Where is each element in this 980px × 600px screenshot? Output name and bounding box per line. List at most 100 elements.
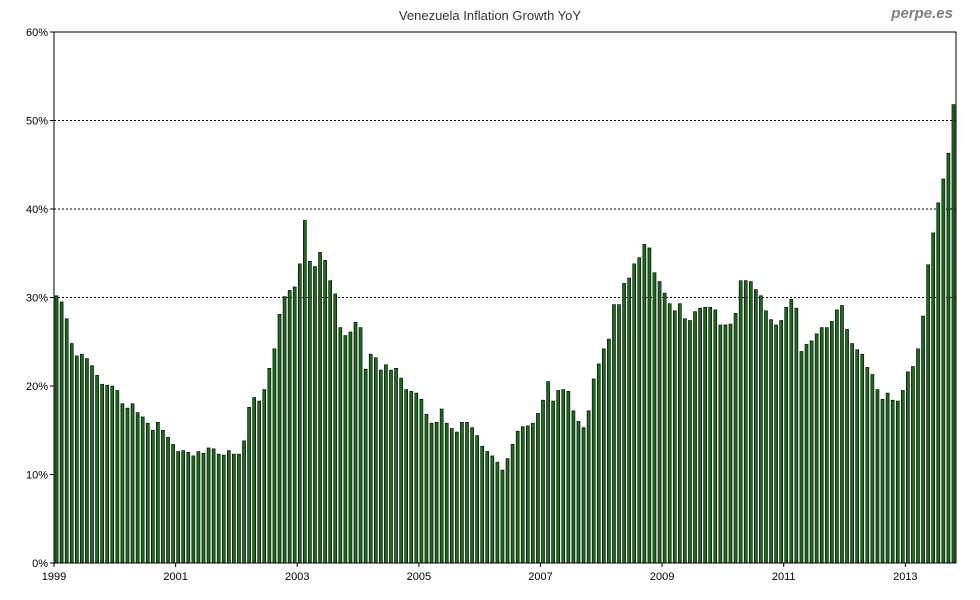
bar [936,202,941,564]
bar [672,310,677,564]
bar [571,410,576,564]
bar [54,295,59,564]
bar [728,323,733,564]
bar [465,421,469,564]
bar [135,412,140,564]
bar [237,453,241,564]
y-tick-label: 10% [26,470,48,482]
bar [698,307,702,564]
bar [505,458,510,564]
y-tick-label: 0% [32,558,48,570]
bar [480,445,485,564]
watermark: perpe.es [891,5,953,22]
bar [156,421,160,564]
bar [946,152,951,564]
bar [277,314,282,564]
gridlines [54,120,956,298]
bar [916,348,920,564]
bar [140,416,145,564]
bar [688,320,692,564]
bar [338,327,343,564]
bar [931,232,936,564]
bar [379,369,383,564]
bar [683,318,687,564]
bar [292,286,297,564]
bar [130,403,135,564]
bar [475,435,479,564]
bar [211,448,216,564]
bar [74,355,79,564]
bar [556,390,561,564]
bar [424,414,429,564]
bar [525,425,530,564]
x-tick-label: 2005 [407,571,431,583]
bar [409,391,414,564]
bar [399,377,403,564]
bar [125,407,130,564]
x-tick-label: 2007 [528,571,552,583]
bar [95,375,99,564]
bar [819,327,824,564]
x-axis: 1999 2001 2003 2005 2007 2009 2011 2013 [42,563,918,583]
bar [652,272,657,564]
x-tick-label: 1999 [42,571,66,583]
bar [69,343,74,564]
bar [485,451,490,564]
bar [323,260,327,564]
bar [110,385,115,564]
bar [434,421,439,564]
bar [951,104,956,564]
bar [282,296,287,564]
bar [328,280,332,564]
bar [764,310,768,564]
bar [460,421,464,564]
bar [835,309,839,564]
bar [59,301,64,564]
bar [632,263,637,564]
bar [444,422,449,564]
bar [353,321,358,564]
bar [201,452,206,564]
bar [429,422,434,564]
bar [612,304,616,564]
bar [596,363,601,564]
bar [789,298,794,564]
bar [622,283,626,564]
bar [627,277,631,564]
bar [784,306,789,564]
bar [718,324,723,564]
bar [404,389,409,564]
bar [343,335,348,564]
bar [703,306,707,564]
bar [64,318,69,564]
bar [779,320,783,564]
bar [713,309,718,564]
x-tick-label: 2001 [163,571,187,583]
bar [150,429,155,564]
bar [216,453,221,564]
bar [667,303,672,564]
bar [865,367,870,564]
bar [287,290,292,564]
y-tick-label: 40% [26,204,48,216]
bar [232,453,236,564]
bar [257,400,262,564]
bar [824,327,829,564]
bar [738,280,743,564]
bar [926,264,930,564]
bar [318,252,322,564]
bar [906,371,910,564]
bar [161,429,165,564]
bar [515,430,520,564]
bar [754,289,758,564]
bar [607,338,611,564]
bar [799,351,804,564]
bar [895,400,900,564]
bar [247,406,251,564]
bar [541,399,545,564]
bar [840,305,844,564]
bar [693,311,697,564]
x-tick-label: 2003 [285,571,309,583]
bar [363,368,368,564]
bar [642,244,647,564]
